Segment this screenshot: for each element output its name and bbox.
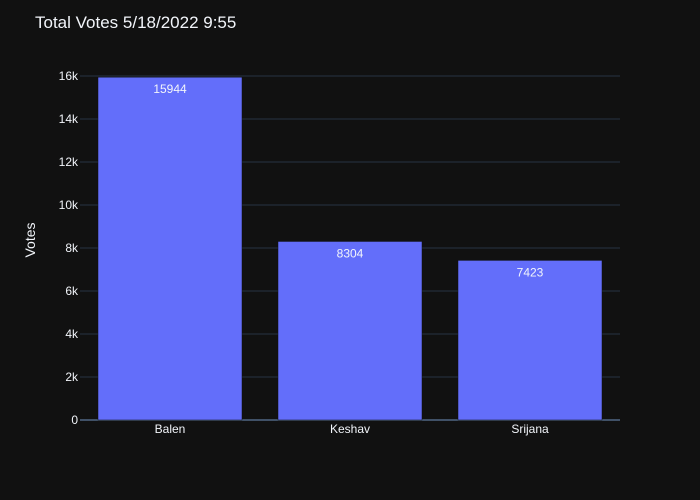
y-tick-label: 10k — [59, 198, 79, 212]
y-tick-label: 12k — [59, 155, 79, 169]
y-tick-label: 16k — [59, 69, 79, 83]
y-tick-label: 4k — [65, 327, 79, 341]
y-tick-label: 2k — [65, 370, 79, 384]
data-label: 15944 — [153, 82, 187, 96]
data-label: 7423 — [517, 265, 544, 279]
y-tick-label: 6k — [65, 284, 79, 298]
x-tick-label: Keshav — [330, 422, 370, 436]
data-labels: 15944 8304 7423 — [153, 82, 543, 279]
bar-balen[interactable] — [97, 76, 243, 421]
bar-srijana[interactable] — [457, 260, 603, 421]
data-label: 8304 — [337, 246, 364, 260]
bars — [97, 76, 603, 421]
x-tick-label: Srijana — [511, 422, 549, 436]
y-tick-label: 0 — [71, 413, 78, 427]
y-axis-ticks: 0 2k 4k 6k 8k 10k 12k 14k 16k — [59, 69, 79, 427]
x-axis-ticks: Balen Keshav Srijana — [155, 422, 549, 436]
y-tick-label: 14k — [59, 112, 79, 126]
bar-keshav[interactable] — [277, 241, 423, 421]
x-tick-label: Balen — [155, 422, 186, 436]
chart-title: Total Votes 5/18/2022 9:55 — [35, 13, 237, 32]
y-tick-label: 8k — [65, 241, 79, 255]
y-axis-label: Votes — [22, 222, 38, 257]
